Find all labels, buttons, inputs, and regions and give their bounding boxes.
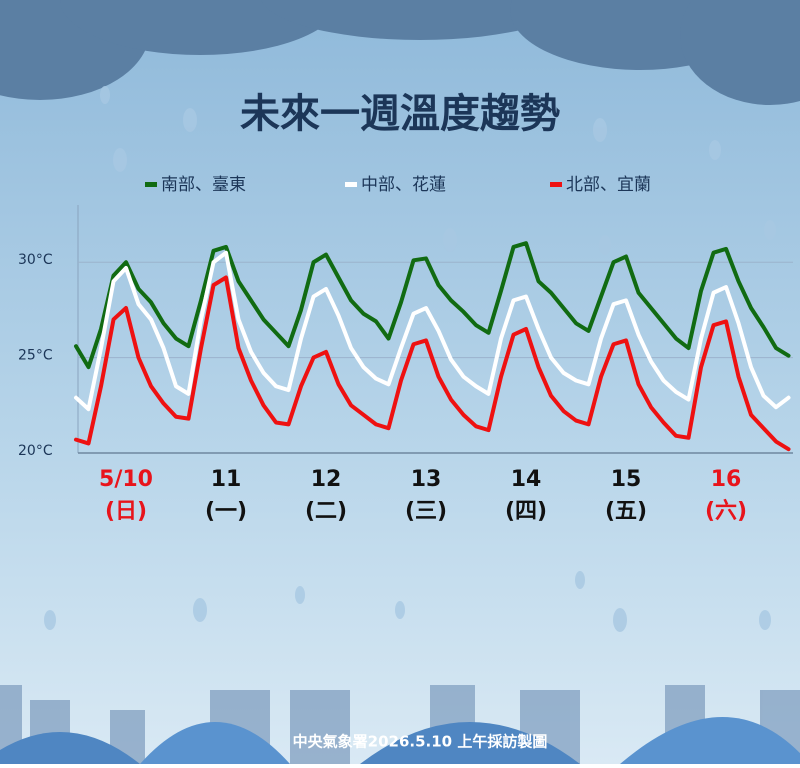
legend-label: 南部、臺東 [161, 175, 246, 195]
clouds [0, 0, 800, 105]
series-line [74, 250, 791, 412]
series-line [74, 241, 791, 370]
x-tick-label: 15 [611, 467, 642, 492]
x-tick-label: 16 [711, 467, 742, 492]
y-tick-label: 30°C [18, 252, 53, 268]
x-tick-sublabel: (六) [705, 499, 747, 524]
x-tick-sublabel: (二) [305, 499, 347, 524]
x-tick-label: 14 [511, 467, 542, 492]
raindrops [44, 86, 776, 632]
footer: 中央氣象署2026.5.10 上午採訪製圖 [293, 733, 548, 751]
y-tick-label: 20°C [18, 443, 53, 459]
legend-label: 北部、宜蘭 [566, 175, 651, 195]
x-tick-sublabel: (四) [505, 499, 547, 524]
legend-swatch [145, 182, 157, 187]
series-line [74, 275, 791, 452]
legend-label: 中部、花蓮 [361, 175, 446, 195]
umbrellas [0, 717, 800, 764]
x-tick-sublabel: (五) [605, 499, 647, 524]
y-tick-label: 25°C [18, 348, 53, 364]
chart-title: 未來一週溫度趨勢 [240, 91, 560, 137]
x-tick-sublabel: (一) [205, 499, 247, 524]
plot-area: 20°C 25°C 30°C 5/10 (日) 11 (一) 12 (二) 13 (三) 14 (四) 1… [18, 205, 793, 524]
legend-swatch [345, 182, 357, 187]
legend-swatch [550, 182, 562, 187]
x-tick-label: 5/10 [99, 467, 153, 492]
x-tick-label: 11 [211, 467, 242, 492]
x-tick-sublabel: (日) [105, 499, 147, 524]
x-tick-sublabel: (三) [405, 499, 447, 524]
x-tick-label: 13 [411, 467, 442, 492]
legend: 南部、臺東 中部、花蓮 北部、宜蘭 [145, 175, 651, 195]
x-tick-label: 12 [311, 467, 342, 492]
